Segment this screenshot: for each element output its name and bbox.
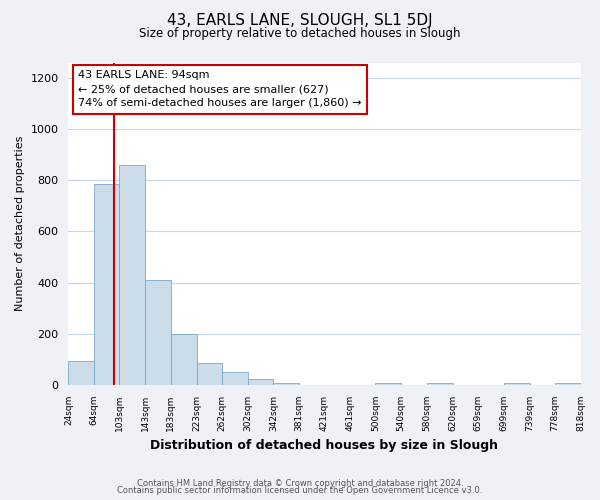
Bar xyxy=(171,334,197,385)
Bar xyxy=(376,383,401,385)
Bar xyxy=(222,372,248,385)
Text: Contains public sector information licensed under the Open Government Licence v3: Contains public sector information licen… xyxy=(118,486,482,495)
Text: Size of property relative to detached houses in Slough: Size of property relative to detached ho… xyxy=(139,28,461,40)
Y-axis label: Number of detached properties: Number of detached properties xyxy=(15,136,25,312)
Text: 43 EARLS LANE: 94sqm
← 25% of detached houses are smaller (627)
74% of semi-deta: 43 EARLS LANE: 94sqm ← 25% of detached h… xyxy=(78,70,362,108)
Bar xyxy=(68,362,94,385)
Bar xyxy=(197,362,222,385)
Text: Contains HM Land Registry data © Crown copyright and database right 2024.: Contains HM Land Registry data © Crown c… xyxy=(137,478,463,488)
Bar xyxy=(427,383,453,385)
Bar xyxy=(145,280,171,385)
Bar xyxy=(555,383,581,385)
X-axis label: Distribution of detached houses by size in Slough: Distribution of detached houses by size … xyxy=(151,440,499,452)
Text: 43, EARLS LANE, SLOUGH, SL1 5DJ: 43, EARLS LANE, SLOUGH, SL1 5DJ xyxy=(167,12,433,28)
Bar xyxy=(248,380,274,385)
Bar xyxy=(94,184,119,385)
Bar xyxy=(504,383,530,385)
Bar xyxy=(274,382,299,385)
Bar xyxy=(119,165,145,385)
